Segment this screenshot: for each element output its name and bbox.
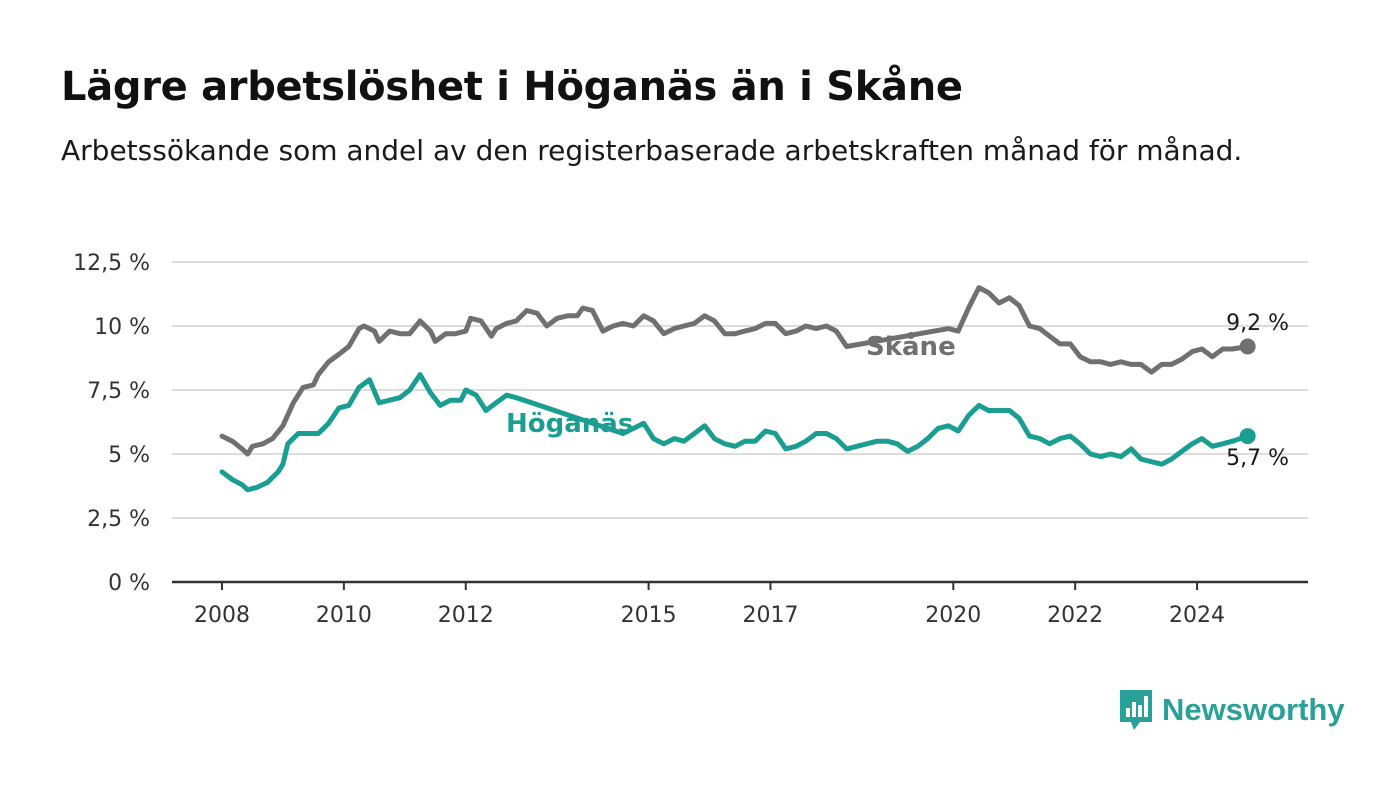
end-value-label-skane: 9,2 % [1226,311,1289,336]
brand-name: Newsworthy [1162,692,1345,727]
y-tick-label: 12,5 % [73,251,150,276]
x-tick-label: 2008 [194,603,250,628]
x-tick-label: 2015 [621,603,677,628]
end-value-label-hoganas: 5,7 % [1226,446,1289,471]
y-tick-label: 10 % [94,315,150,340]
x-tick-label: 2024 [1169,603,1225,628]
x-axis-ticks: 2008 2010 2012 2015 2017 2020 2022 2024 [194,582,1225,628]
end-point-skane [1239,338,1256,355]
x-tick-label: 2010 [316,603,372,628]
chart-title: Lägre arbetslöshet i Höganäs än i Skåne [61,64,963,110]
y-tick-label: 5 % [108,443,150,468]
series-lines [219,285,1256,493]
series-label-skane: Skåne [866,330,956,362]
series-label-hoganas: Höganäs [506,409,633,439]
x-tick-label: 2017 [742,603,798,628]
x-tick-label: 2012 [438,603,494,628]
series-line-hoganas [219,372,1251,493]
newsworthy-logo-icon [1120,690,1152,730]
y-tick-label: 0 % [108,571,150,596]
newsworthy-brand: Newsworthy [1118,688,1345,732]
end-point-hoganas [1239,428,1256,445]
grid-lines [172,261,1308,584]
x-tick-label: 2022 [1047,603,1103,628]
y-tick-label: 7,5 % [87,379,150,404]
y-axis-ticks: 0 % 2,5 % 5 % 7,5 % 10 % 12,5 % [73,251,150,596]
chart-subtitle: Arbetssökande som andel av den registerb… [61,134,1243,167]
series-line-skane [219,285,1251,457]
series-labels: Skåne Höganäs 9,2 % 5,7 % [506,311,1289,471]
y-tick-label: 2,5 % [87,507,150,532]
x-tick-label: 2020 [925,603,981,628]
